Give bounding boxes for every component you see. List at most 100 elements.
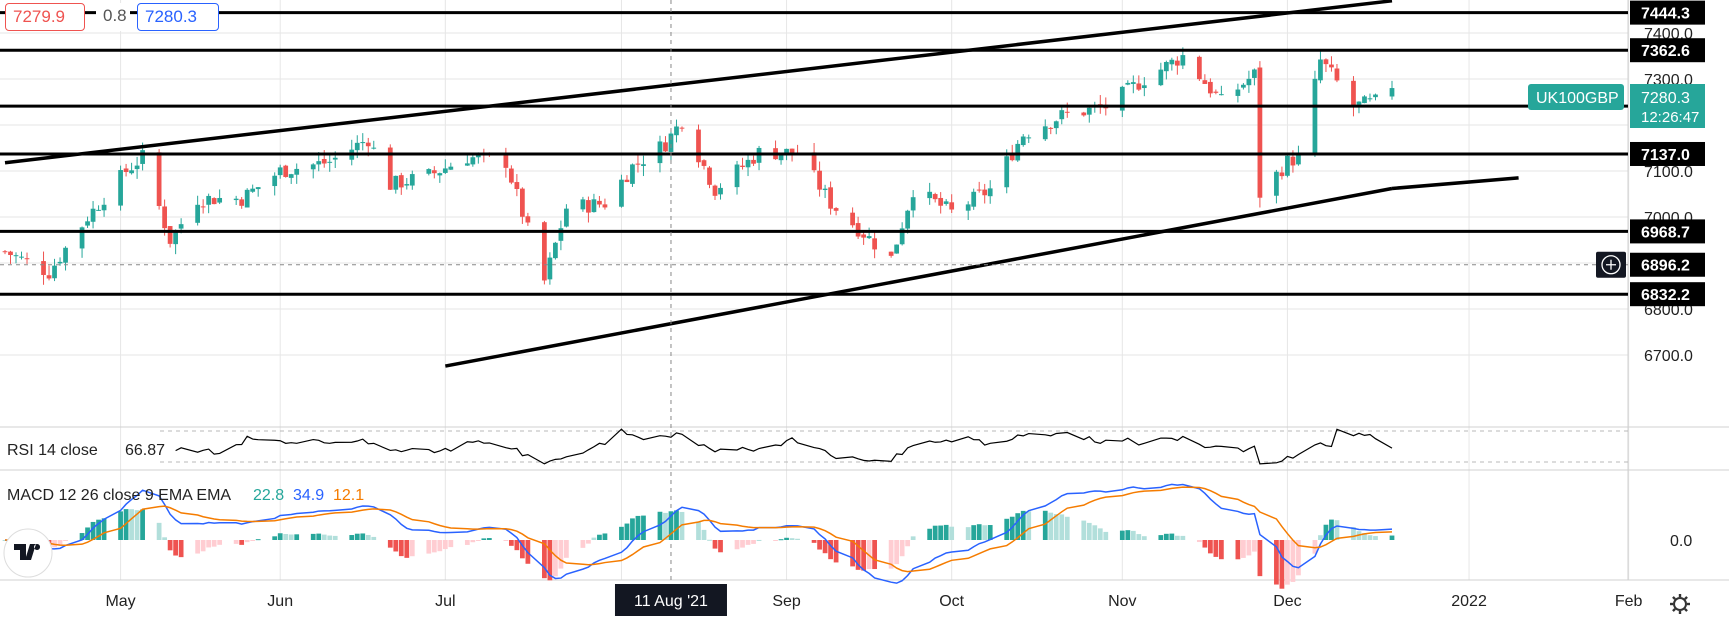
time-axis[interactable]: May Jun Jul Sep Oct Nov Dec 2022 Feb [105, 593, 1690, 614]
candle-body [1163, 62, 1169, 72]
macd-histogram-bar [442, 540, 448, 550]
crosshair-price-label: 6896.2 [1641, 258, 1690, 275]
macd-histogram-bar [641, 515, 646, 540]
macd-value: 22.8 [253, 487, 284, 504]
candle-body [1119, 86, 1125, 111]
macd-histogram-bar [701, 529, 707, 540]
candle-body [404, 184, 410, 186]
candle-body [696, 129, 701, 163]
candle-body [294, 168, 300, 175]
macd-histogram-bar [393, 540, 399, 552]
candle-body [250, 188, 256, 192]
horizontal-levels[interactable] [0, 11, 1628, 296]
candle-body [360, 142, 366, 144]
candle-body [134, 165, 140, 170]
level-price-badge [1630, 282, 1705, 307]
candle-body [8, 251, 13, 256]
candle-body [503, 153, 509, 168]
macd-histogram-bar [123, 509, 129, 540]
candle-body [13, 255, 19, 257]
candle-body [1174, 60, 1180, 66]
candle-body [79, 227, 85, 249]
candle-body [1169, 59, 1175, 65]
candle-body [167, 226, 173, 244]
candle-body [514, 182, 520, 190]
macd-histogram-bar [850, 540, 855, 567]
candle-body [57, 261, 63, 264]
candle-body [288, 174, 294, 178]
candle-body [1290, 156, 1296, 166]
macd-histogram-bar [982, 525, 988, 540]
candle-body [1004, 156, 1010, 188]
macd-histogram-bar [1048, 512, 1054, 540]
macd-histogram-bar [1004, 518, 1010, 540]
candle-body [63, 247, 68, 263]
candle-body [553, 242, 558, 259]
ask-price-button[interactable]: 7280.3 [137, 3, 219, 31]
candle-body [1009, 154, 1015, 161]
candle-body [1219, 94, 1224, 96]
macd-zero-label: 0.0 [1670, 533, 1692, 550]
macd-histogram-bar [371, 536, 377, 540]
candle-body [233, 198, 239, 201]
macd-histogram-bar [1202, 540, 1208, 548]
candle-body [448, 166, 454, 170]
candle-body [751, 159, 756, 164]
macd-histogram-bar [1207, 540, 1213, 554]
level-price-badge [1630, 0, 1705, 25]
candle-body [558, 228, 564, 241]
candlestick-series [2, 47, 1395, 285]
macd-histogram-bar [663, 512, 668, 540]
candle-body [41, 261, 46, 275]
macd-histogram-bar [255, 539, 261, 541]
candle-body [19, 256, 24, 258]
channel-trendlines[interactable] [4, 0, 1519, 368]
macd-histogram-bar [519, 540, 525, 559]
macd-histogram-bar [508, 540, 514, 546]
rsi-value: 66.87 [125, 442, 165, 459]
candle-body [971, 191, 977, 207]
candle-body [1296, 152, 1301, 165]
macd-histogram-bar [1196, 540, 1202, 543]
macd-histogram-bar [360, 533, 366, 540]
macd-histogram-bar [404, 540, 410, 558]
macd-histogram-bar [1136, 534, 1142, 540]
macd-histogram-bar [1235, 540, 1241, 560]
candle-body [321, 159, 327, 164]
rsi-line [175, 428, 1393, 465]
candle-body [316, 161, 322, 165]
macd-histogram-bar [597, 534, 602, 540]
candle-body [619, 179, 624, 207]
macd-histogram-bar [899, 540, 905, 557]
candle-body [932, 194, 938, 200]
candle-body [1334, 68, 1340, 81]
price-axis[interactable]: 7400.07300.07100.07000.06800.06700.07444… [1630, 0, 1705, 365]
macd-pane: 0.0 MACD 12 26 close 9 EMA EMA 22.8 34.9 12.… [2, 483, 1692, 589]
macd-histogram-bar [244, 540, 250, 543]
candle-body [828, 187, 833, 209]
candle-body [888, 251, 894, 256]
candle-body [1323, 59, 1329, 65]
macd-histogram-bar [129, 509, 134, 540]
candle-body [1274, 171, 1279, 196]
time-tick-label: Jun [267, 593, 293, 610]
candle-body [1279, 172, 1285, 177]
time-tick-label: Feb [1615, 593, 1643, 610]
macd-histogram-bar [756, 539, 762, 541]
price-tick-label: 6700.0 [1644, 348, 1693, 365]
macd-histogram-bar [745, 540, 751, 545]
candle-body [1312, 78, 1318, 153]
candle-body [217, 197, 223, 203]
macd-histogram-bar [943, 524, 949, 540]
macd-histogram-bar [1290, 540, 1296, 582]
candle-body [597, 200, 602, 205]
macd-histogram-bar [668, 511, 674, 540]
macd-histogram-bar [134, 510, 140, 540]
candle-body [426, 169, 432, 174]
candle-body [712, 185, 718, 196]
candle-body [1373, 94, 1378, 98]
candle-body [24, 258, 30, 260]
macd-histogram-bar [173, 540, 178, 556]
bid-price-button[interactable]: 7279.9 [5, 3, 85, 31]
